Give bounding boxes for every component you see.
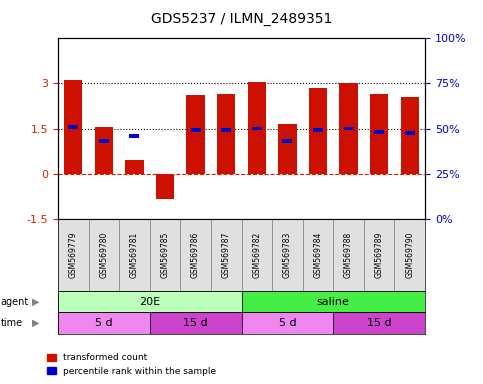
Bar [150, 313, 242, 334]
Bar [129, 134, 140, 138]
Bar [405, 131, 415, 135]
Bar [400, 97, 419, 174]
Text: GSM569779: GSM569779 [69, 232, 78, 278]
Bar [242, 313, 333, 334]
Bar [58, 291, 242, 313]
Bar [119, 219, 150, 291]
Bar [156, 174, 174, 199]
Legend: transformed count, percentile rank within the sample: transformed count, percentile rank withi… [43, 350, 220, 379]
Bar [95, 127, 113, 174]
Bar [88, 219, 119, 291]
Bar [309, 88, 327, 174]
Text: 15 d: 15 d [184, 318, 208, 328]
Bar [364, 219, 395, 291]
Bar [99, 139, 109, 142]
Bar [125, 160, 143, 174]
Bar [340, 83, 358, 174]
Text: GSM569782: GSM569782 [252, 232, 261, 278]
Bar [272, 219, 303, 291]
Bar [370, 94, 388, 174]
Bar [252, 127, 262, 131]
Bar [150, 219, 180, 291]
Text: GSM569780: GSM569780 [99, 232, 108, 278]
Bar [58, 219, 88, 291]
Text: 20E: 20E [139, 296, 160, 307]
Text: GSM569784: GSM569784 [313, 232, 323, 278]
Text: agent: agent [0, 296, 28, 307]
Bar [242, 291, 425, 313]
Text: GSM569783: GSM569783 [283, 232, 292, 278]
Bar [64, 81, 83, 174]
Text: GSM569787: GSM569787 [222, 232, 231, 278]
Text: saline: saline [317, 296, 350, 307]
Bar [242, 219, 272, 291]
Bar [278, 124, 297, 174]
Bar [191, 128, 200, 132]
Bar [343, 127, 354, 131]
Bar [58, 313, 150, 334]
Text: GDS5237 / ILMN_2489351: GDS5237 / ILMN_2489351 [151, 12, 332, 26]
Text: GSM569790: GSM569790 [405, 232, 414, 278]
Bar [160, 220, 170, 223]
Text: time: time [0, 318, 23, 328]
Bar [68, 125, 78, 129]
Bar [186, 96, 205, 174]
Bar [395, 219, 425, 291]
Text: 15 d: 15 d [367, 318, 391, 328]
Bar [333, 313, 425, 334]
Bar [217, 94, 235, 174]
Bar [333, 219, 364, 291]
Text: ▶: ▶ [32, 296, 40, 307]
Bar [303, 219, 333, 291]
Bar [283, 139, 292, 142]
Text: GSM569785: GSM569785 [160, 232, 170, 278]
Bar [180, 219, 211, 291]
Text: GSM569789: GSM569789 [375, 232, 384, 278]
Bar [221, 128, 231, 132]
Bar [248, 82, 266, 174]
Text: 5 d: 5 d [95, 318, 113, 328]
Bar [313, 128, 323, 132]
Text: ▶: ▶ [32, 318, 40, 328]
Text: GSM569786: GSM569786 [191, 232, 200, 278]
Bar [211, 219, 242, 291]
Text: GSM569788: GSM569788 [344, 232, 353, 278]
Text: GSM569781: GSM569781 [130, 232, 139, 278]
Bar [374, 129, 384, 134]
Text: 5 d: 5 d [279, 318, 296, 328]
